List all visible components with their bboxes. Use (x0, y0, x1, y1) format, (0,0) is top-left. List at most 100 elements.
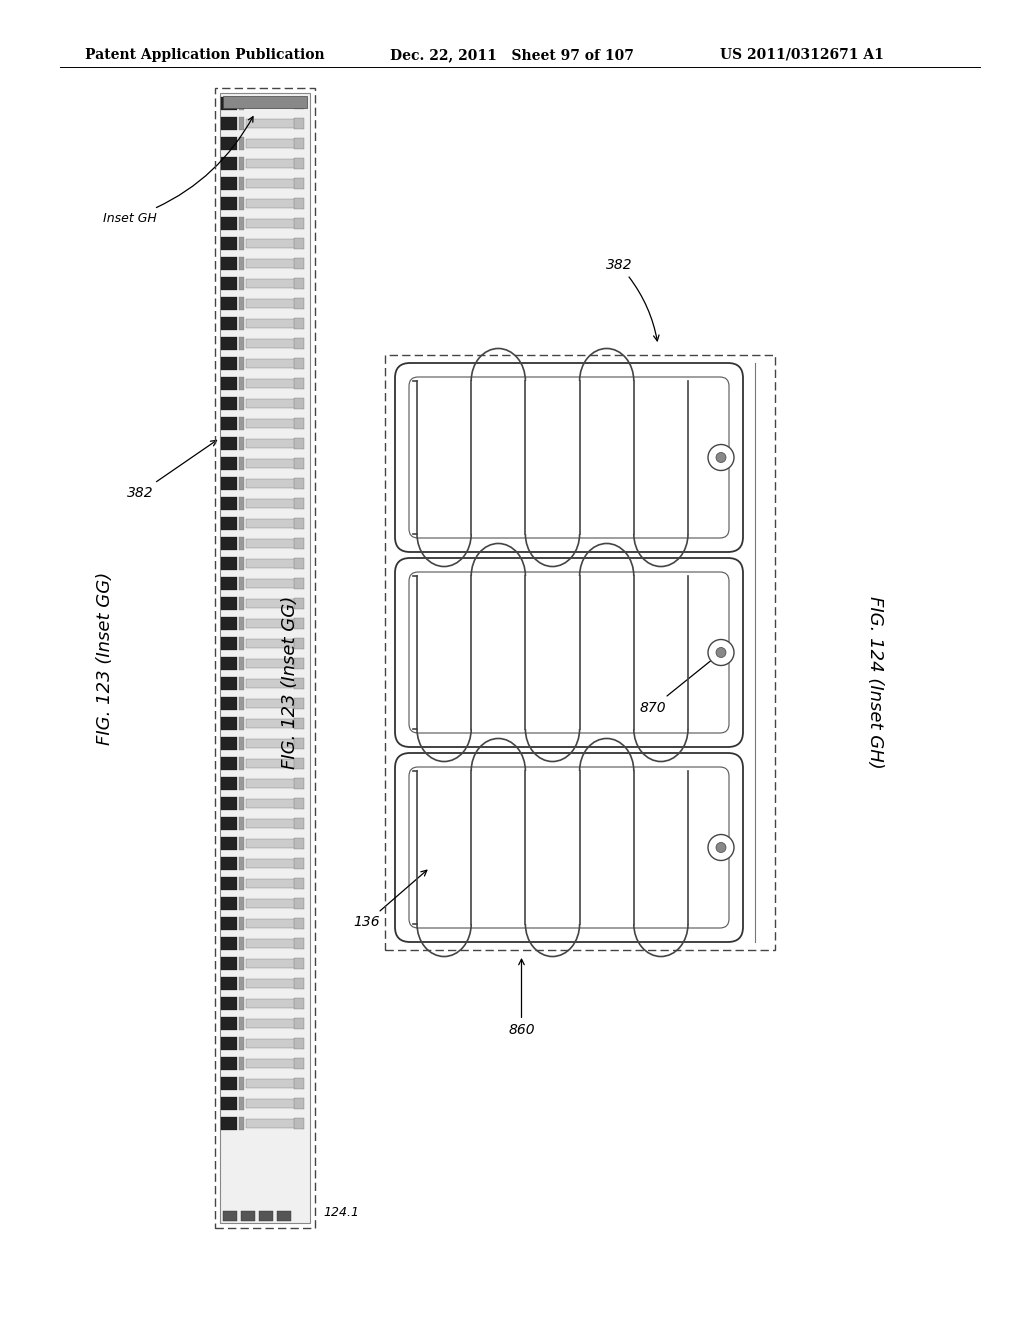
Bar (246, 418, 296, 428)
Bar (246, 859, 296, 869)
Bar (259, 1210, 273, 1221)
Bar (239, 137, 244, 150)
Bar (246, 459, 296, 469)
Bar (246, 558, 296, 568)
Bar (246, 899, 296, 908)
Bar (239, 498, 244, 510)
Bar (278, 1210, 291, 1221)
Bar (246, 759, 296, 768)
Bar (246, 119, 296, 128)
Bar (221, 477, 237, 490)
Bar (294, 898, 304, 909)
Bar (239, 117, 244, 129)
Bar (239, 417, 244, 430)
Bar (239, 257, 244, 271)
Bar (294, 738, 304, 750)
FancyBboxPatch shape (409, 572, 729, 733)
Bar (294, 378, 304, 389)
Bar (294, 218, 304, 230)
Bar (239, 1097, 244, 1110)
Bar (246, 818, 296, 828)
Bar (223, 1210, 237, 1221)
Text: FIG. 124 (Inset GH): FIG. 124 (Inset GH) (866, 595, 884, 768)
Bar (221, 597, 237, 610)
Bar (246, 158, 296, 168)
Bar (239, 1038, 244, 1049)
Bar (239, 677, 244, 690)
Bar (246, 999, 296, 1008)
FancyBboxPatch shape (409, 378, 729, 539)
Bar (294, 638, 304, 649)
Bar (294, 657, 304, 669)
Bar (239, 317, 244, 330)
Circle shape (716, 842, 726, 853)
Circle shape (708, 639, 734, 665)
Bar (239, 277, 244, 290)
Bar (239, 517, 244, 531)
Text: 382: 382 (605, 257, 659, 341)
Bar (294, 137, 304, 149)
Bar (294, 178, 304, 189)
FancyBboxPatch shape (395, 558, 743, 747)
Bar (239, 697, 244, 710)
Bar (221, 498, 237, 510)
Bar (294, 318, 304, 330)
Bar (239, 638, 244, 649)
Bar (239, 356, 244, 370)
Bar (221, 957, 237, 970)
Bar (246, 840, 296, 847)
Bar (221, 638, 237, 649)
Bar (239, 1117, 244, 1130)
Bar (246, 700, 296, 708)
Bar (239, 337, 244, 350)
Bar (221, 677, 237, 690)
Bar (220, 92, 310, 1224)
Bar (221, 417, 237, 430)
Bar (221, 317, 237, 330)
Bar (221, 337, 237, 350)
Bar (294, 338, 304, 350)
Bar (246, 1119, 296, 1129)
Bar (221, 697, 237, 710)
Bar (239, 817, 244, 830)
Bar (221, 1097, 237, 1110)
Bar (239, 797, 244, 810)
Bar (221, 216, 237, 230)
Bar (239, 1077, 244, 1090)
Circle shape (716, 453, 726, 462)
Bar (239, 597, 244, 610)
Bar (239, 197, 244, 210)
Bar (239, 297, 244, 310)
Bar (221, 537, 237, 550)
Bar (239, 1016, 244, 1030)
Bar (294, 537, 304, 549)
Bar (239, 876, 244, 890)
Bar (221, 137, 237, 150)
Bar (294, 557, 304, 569)
Bar (241, 1210, 255, 1221)
Bar (294, 917, 304, 929)
Bar (221, 1016, 237, 1030)
Bar (246, 440, 296, 447)
Bar (221, 378, 237, 389)
Bar (246, 499, 296, 508)
Bar (294, 758, 304, 770)
Bar (246, 339, 296, 348)
Bar (239, 756, 244, 770)
Bar (294, 998, 304, 1010)
Bar (221, 277, 237, 290)
Bar (239, 437, 244, 450)
Bar (221, 898, 237, 909)
Bar (239, 957, 244, 970)
Circle shape (708, 445, 734, 470)
Bar (385, 355, 775, 950)
Bar (221, 797, 237, 810)
Bar (294, 978, 304, 990)
Bar (246, 599, 296, 609)
Circle shape (708, 834, 734, 861)
Bar (221, 937, 237, 950)
Bar (221, 437, 237, 450)
Text: FIG. 123 (Inset GG): FIG. 123 (Inset GG) (96, 572, 114, 744)
Bar (294, 797, 304, 809)
Bar (221, 717, 237, 730)
